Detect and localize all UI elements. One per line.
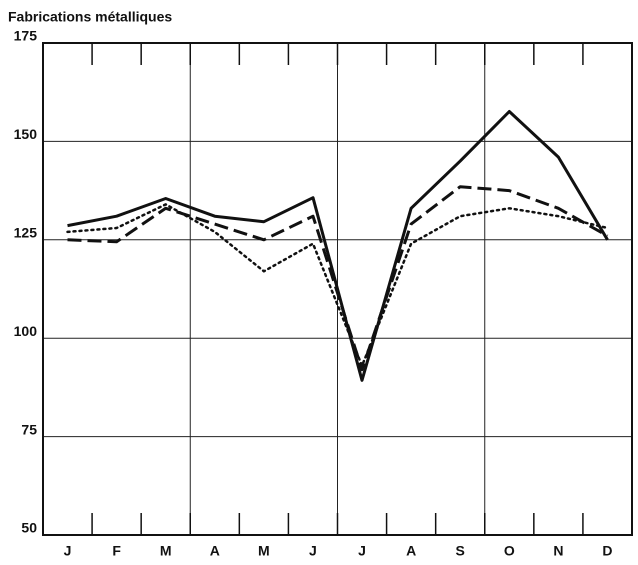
x-tick-label: A [406, 543, 416, 559]
y-tick-label: 150 [14, 126, 38, 142]
x-tick-label: J [309, 543, 317, 559]
y-tick-label: 50 [21, 520, 37, 536]
x-tick-label: O [504, 543, 515, 559]
x-tick-label: J [64, 543, 72, 559]
x-tick-label: J [358, 543, 366, 559]
x-tick-label: N [553, 543, 563, 559]
y-tick-label: 175 [14, 28, 38, 44]
y-tick-label: 125 [14, 225, 38, 241]
chart-title: Fabrications métalliques [8, 9, 172, 25]
x-tick-label: F [112, 543, 121, 559]
x-tick-label: D [602, 543, 612, 559]
x-tick-label: A [210, 543, 220, 559]
x-tick-label: M [160, 543, 172, 559]
y-tick-label: 100 [14, 323, 38, 339]
series-line [67, 185, 609, 372]
series-line [66, 203, 609, 368]
y-tick-label: 75 [21, 421, 37, 437]
x-tick-label: M [258, 543, 270, 559]
x-tick-label: S [456, 543, 465, 559]
